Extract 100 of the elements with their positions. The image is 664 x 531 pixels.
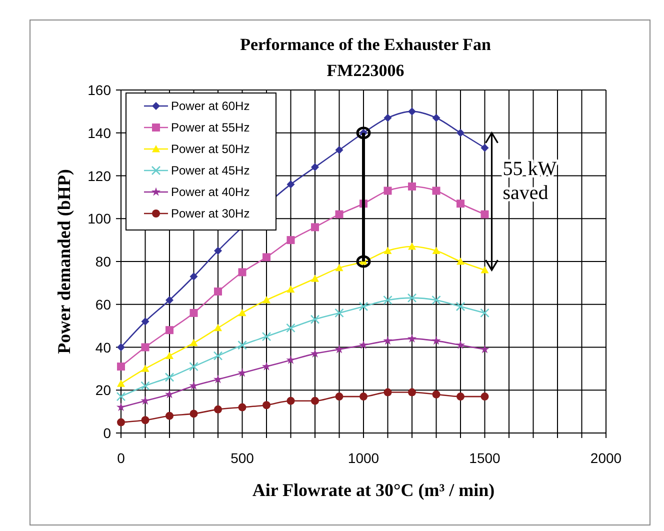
point — [335, 210, 344, 218]
point — [408, 182, 416, 190]
point — [189, 362, 198, 372]
chart-subtitle: FM223006 — [326, 61, 404, 80]
point — [262, 253, 270, 262]
point — [360, 392, 368, 401]
y-tick-label: 20 — [95, 382, 112, 398]
point — [310, 314, 320, 324]
y-tick-label: 0 — [103, 425, 112, 441]
y-tick-label: 160 — [88, 82, 112, 98]
point — [384, 186, 392, 195]
point — [286, 180, 295, 188]
x-tick-label: 2000 — [590, 450, 622, 466]
point — [141, 343, 150, 352]
point — [117, 418, 125, 426]
point — [117, 380, 125, 387]
x-tick-label: 0 — [117, 450, 126, 466]
point — [335, 392, 344, 401]
point — [214, 405, 222, 414]
point — [383, 295, 392, 305]
point — [164, 372, 174, 382]
point — [456, 128, 464, 137]
legend-label: Power at 45Hz — [171, 164, 250, 178]
point — [213, 351, 223, 360]
y-axis-title: Power demanded (bHP) — [54, 169, 74, 354]
point — [166, 296, 174, 304]
point — [238, 340, 247, 350]
point — [384, 388, 392, 396]
x-axis-title: Air Flowrate at 30°C (m³ / min) — [252, 480, 495, 500]
y-tick-label: 120 — [88, 168, 112, 184]
chart-title: Performance of the Exhauster Fan — [240, 35, 492, 54]
point — [117, 362, 125, 371]
point — [432, 295, 441, 305]
point — [141, 416, 150, 424]
point — [480, 210, 489, 218]
point — [456, 200, 464, 208]
x-tick-label: 1000 — [348, 450, 380, 466]
point — [456, 258, 464, 265]
point — [310, 348, 320, 358]
legend-label: Power at 50Hz — [171, 142, 250, 156]
y-tick-label: 140 — [88, 124, 112, 141]
y-tick-label: 80 — [95, 254, 112, 270]
point — [141, 318, 150, 326]
point — [384, 114, 392, 122]
point — [140, 396, 150, 405]
point — [213, 374, 223, 384]
point — [480, 308, 490, 318]
point — [262, 296, 270, 304]
point — [334, 344, 344, 354]
legend-label: Power at 60Hz — [171, 99, 250, 113]
point — [334, 308, 344, 318]
point — [407, 293, 417, 303]
point — [335, 264, 344, 272]
point — [311, 274, 319, 282]
x-tick-label: 500 — [230, 450, 254, 466]
point — [432, 186, 440, 195]
point — [407, 334, 417, 343]
point — [262, 401, 270, 410]
point — [238, 403, 246, 412]
y-tick-label: 100 — [88, 210, 112, 227]
point — [262, 332, 272, 342]
point — [166, 326, 174, 334]
point — [311, 223, 319, 232]
point — [480, 144, 489, 152]
point — [480, 266, 489, 274]
point — [140, 381, 150, 390]
point — [456, 392, 464, 401]
point — [190, 308, 198, 317]
point — [116, 402, 126, 412]
point — [214, 324, 222, 332]
point — [190, 272, 198, 281]
legend-label: Power at 30Hz — [171, 206, 250, 220]
point — [456, 302, 466, 312]
point — [311, 163, 319, 172]
point — [384, 246, 392, 254]
point — [432, 114, 440, 122]
legend-label: Power at 40Hz — [171, 185, 250, 199]
point — [383, 336, 392, 345]
point — [408, 107, 416, 116]
point — [432, 246, 440, 254]
point — [238, 268, 246, 276]
point — [480, 344, 490, 354]
point — [166, 352, 174, 360]
point — [408, 388, 416, 396]
point — [286, 285, 295, 293]
point — [214, 246, 222, 255]
point — [286, 236, 295, 244]
point — [480, 392, 489, 401]
point — [286, 323, 296, 333]
point — [190, 410, 198, 418]
point — [456, 340, 466, 349]
point — [166, 412, 174, 420]
x-tick-label: 1500 — [469, 450, 501, 466]
point — [238, 308, 246, 316]
point — [311, 396, 319, 405]
y-tick-label: 40 — [95, 339, 112, 356]
point — [358, 340, 368, 349]
point — [141, 364, 150, 372]
point — [432, 390, 440, 398]
point — [189, 381, 198, 390]
